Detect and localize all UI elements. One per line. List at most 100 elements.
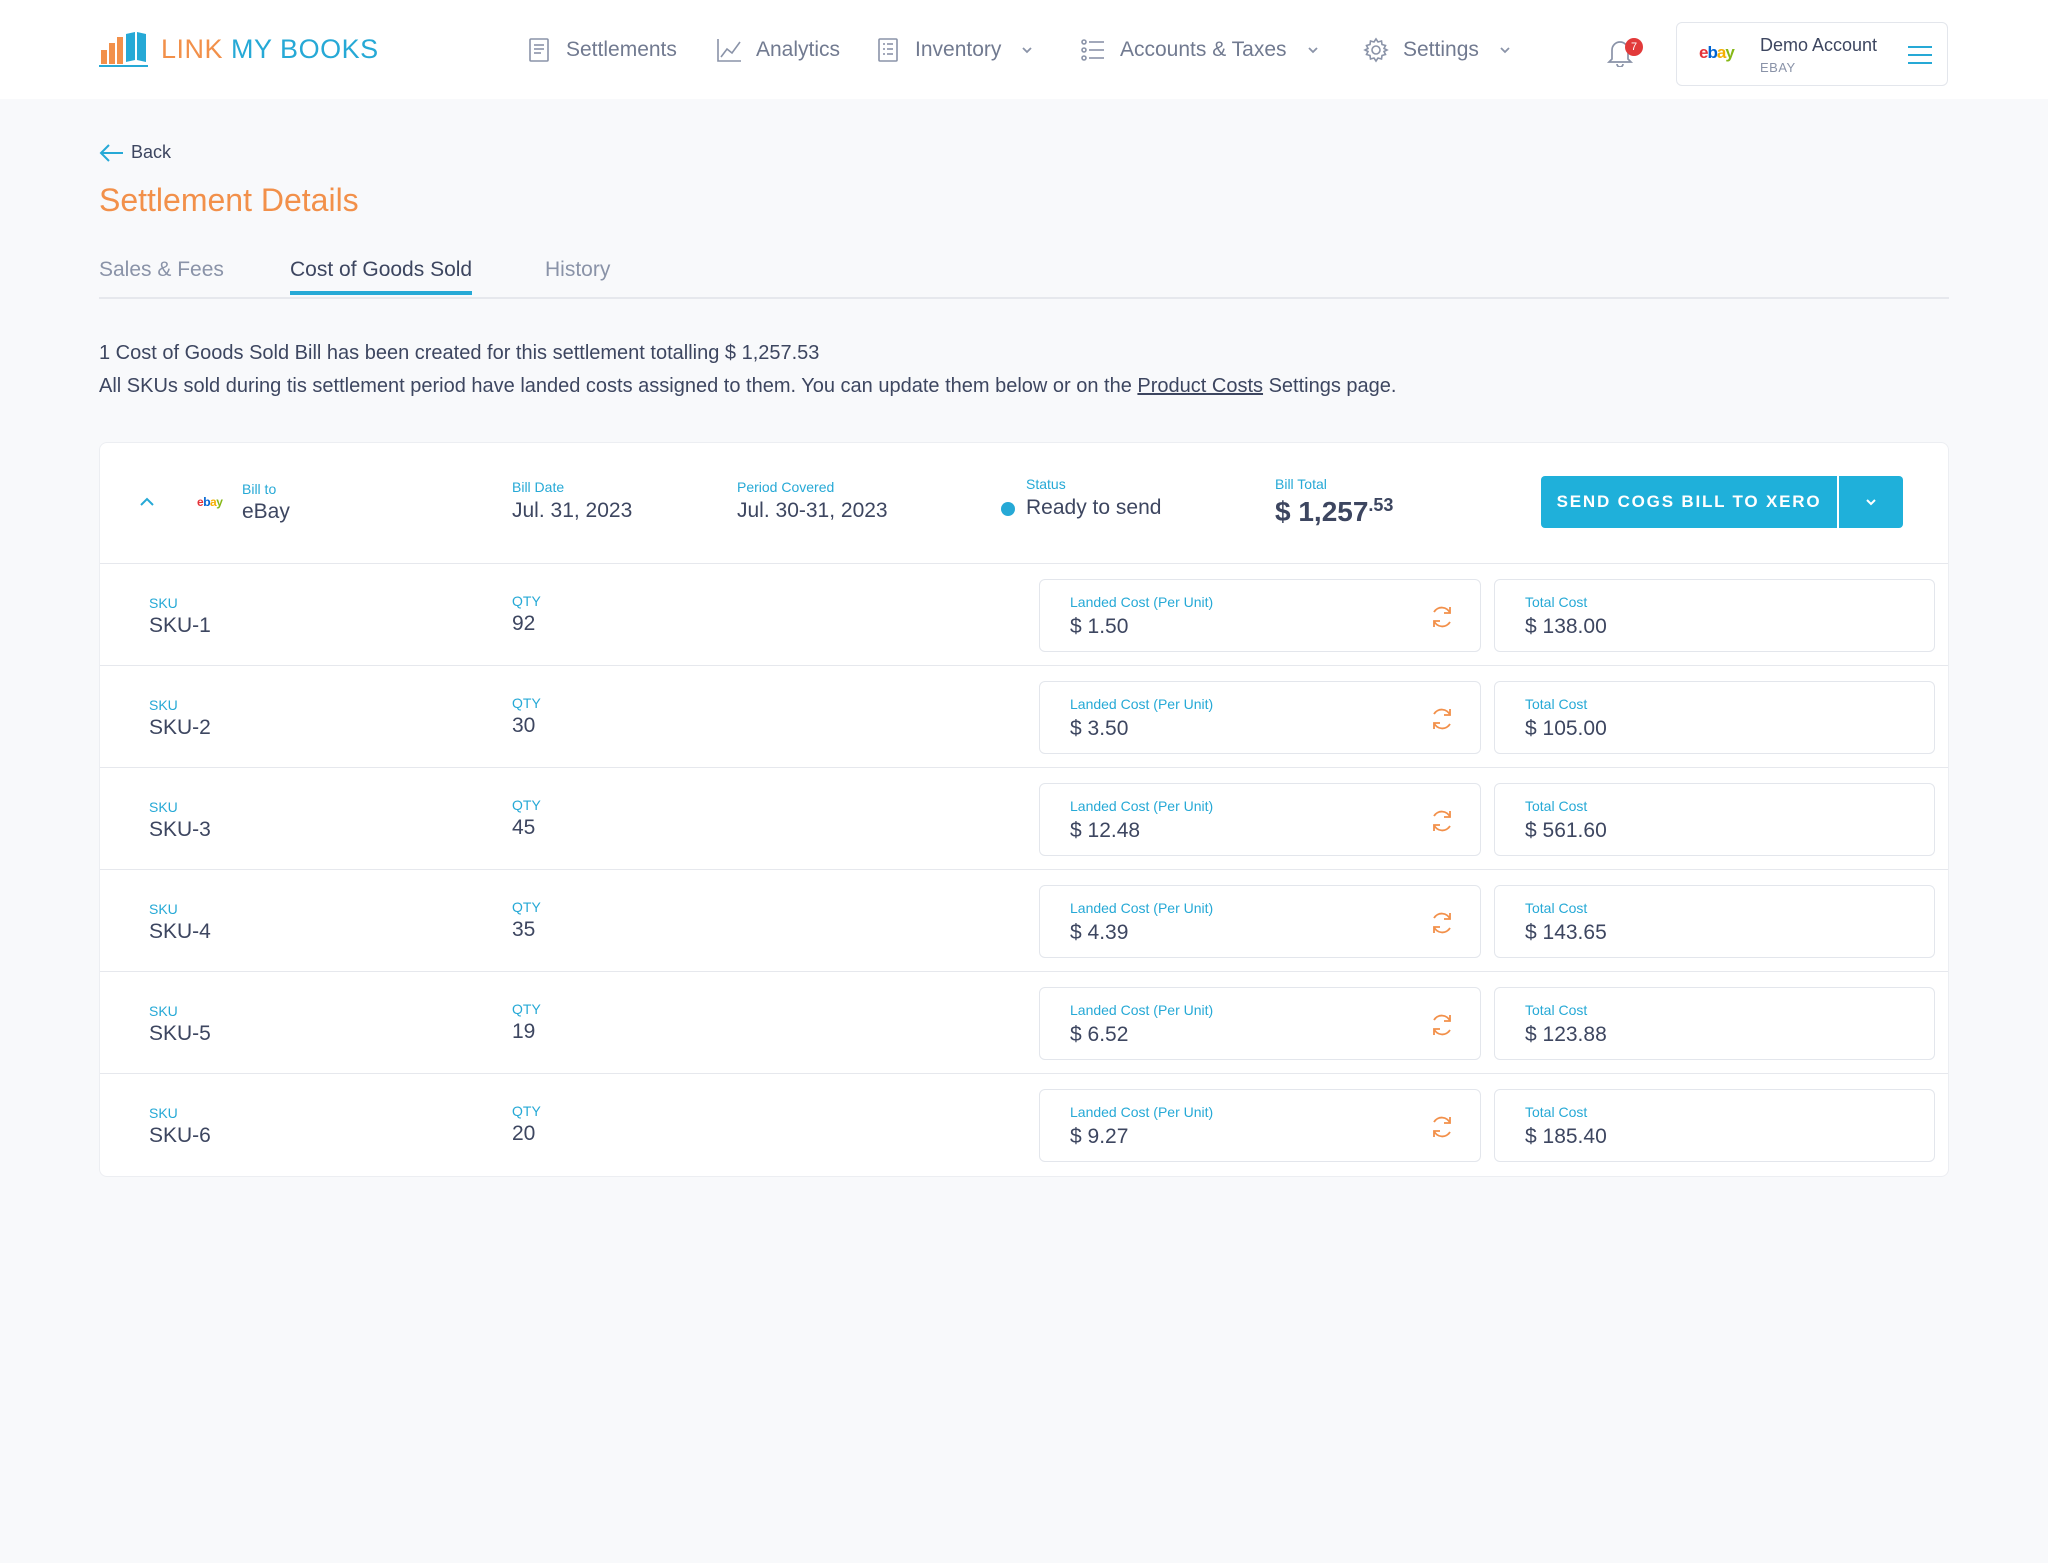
qty-label: QTY <box>512 1103 541 1119</box>
books-logo-icon <box>99 32 148 67</box>
hamburger-icon[interactable] <box>1907 43 1933 67</box>
tab-bar: Sales & Fees Cost of Goods Sold History <box>99 250 1949 299</box>
bell-icon[interactable] <box>1606 37 1634 67</box>
logo-word-mybooks: MY BOOKS <box>231 33 379 64</box>
table-row: SKU SKU-2 QTY 30 Landed Cost (Per Unit) … <box>100 666 1948 768</box>
qty-value: 19 <box>512 1020 536 1043</box>
total-cost-value: $ 105.00 <box>1525 717 1607 740</box>
landed-cost-field[interactable]: Landed Cost (Per Unit) $ 12.48 <box>1039 783 1481 856</box>
landed-cost-label: Landed Cost (Per Unit) <box>1070 1104 1214 1120</box>
total-cost-field: Total Cost $ 143.65 <box>1494 885 1935 958</box>
qty-value: 30 <box>512 714 536 737</box>
table-row: SKU SKU-1 QTY 92 Landed Cost (Per Unit) … <box>100 564 1948 666</box>
landed-cost-field[interactable]: Landed Cost (Per Unit) $ 4.39 <box>1039 885 1481 958</box>
account-platform: EBAY <box>1760 60 1796 75</box>
sku-value: SKU-4 <box>149 920 211 943</box>
landed-cost-field[interactable]: Landed Cost (Per Unit) $ 1.50 <box>1039 579 1481 652</box>
cogs-note-suffix: Settings page. <box>1263 375 1397 397</box>
sku-label: SKU <box>149 799 178 815</box>
refresh-icon[interactable] <box>1429 1012 1455 1038</box>
total-cost-field: Total Cost $ 138.00 <box>1494 579 1935 652</box>
table-row: SKU SKU-5 QTY 19 Landed Cost (Per Unit) … <box>100 972 1948 1074</box>
tab-history[interactable]: History <box>545 258 611 281</box>
sku-value: SKU-6 <box>149 1124 211 1147</box>
page-title: Settlement Details <box>99 182 359 218</box>
logo-wordmark: LINK MY BOOKS <box>161 34 379 65</box>
landed-cost-field[interactable]: Landed Cost (Per Unit) $ 6.52 <box>1039 987 1481 1060</box>
total-cost-label: Total Cost <box>1525 1002 1588 1018</box>
qty-label: QTY <box>512 1001 541 1017</box>
refresh-icon[interactable] <box>1429 910 1455 936</box>
tab-sales-fees[interactable]: Sales & Fees <box>99 258 224 281</box>
table-row: SKU SKU-4 QTY 35 Landed Cost (Per Unit) … <box>100 870 1948 972</box>
landed-cost-label: Landed Cost (Per Unit) <box>1070 1002 1214 1018</box>
back-link[interactable]: Back <box>99 142 171 163</box>
tab-cost-of-goods-sold[interactable]: Cost of Goods Sold <box>290 258 473 295</box>
total-cost-label: Total Cost <box>1525 900 1588 916</box>
total-cost-value: $ 123.88 <box>1525 1023 1607 1046</box>
cogs-landed-cost-note: All SKUs sold during tis settlement peri… <box>99 375 1396 398</box>
qty-label: QTY <box>512 695 541 711</box>
total-cost-value: $ 138.00 <box>1525 615 1607 638</box>
logo-word-link: LINK <box>161 33 224 64</box>
total-cost-label: Total Cost <box>1525 1104 1588 1120</box>
table-row: SKU SKU-6 QTY 20 Landed Cost (Per Unit) … <box>100 1074 1948 1176</box>
list-icon <box>1081 38 1104 61</box>
line-chart-icon <box>717 38 741 62</box>
total-cost-field: Total Cost $ 123.88 <box>1494 987 1935 1060</box>
status-value: Ready to send <box>1026 496 1162 519</box>
landed-cost-field[interactable]: Landed Cost (Per Unit) $ 3.50 <box>1039 681 1481 754</box>
ebay-logo: ebay <box>1699 43 1735 62</box>
bill-to-label: Bill to <box>242 481 277 497</box>
nav-settlements-label: Settlements <box>566 37 677 61</box>
chevron-up-icon[interactable] <box>138 495 156 507</box>
sku-label: SKU <box>149 1105 178 1121</box>
qty-value: 92 <box>512 612 536 635</box>
qty-value: 20 <box>512 1122 536 1145</box>
account-switcher[interactable]: ebay Demo Account EBAY <box>1676 22 1948 86</box>
product-costs-link[interactable]: Product Costs <box>1137 375 1264 397</box>
sku-label: SKU <box>149 595 178 611</box>
nav-accounts-taxes[interactable]: Accounts & Taxes <box>1080 0 1321 99</box>
landed-cost-value: $ 12.48 <box>1070 819 1141 842</box>
landed-cost-field[interactable]: Landed Cost (Per Unit) $ 9.27 <box>1039 1089 1481 1162</box>
sku-value: SKU-3 <box>149 818 211 841</box>
total-cost-field: Total Cost $ 105.00 <box>1494 681 1935 754</box>
qty-value: 45 <box>512 816 536 839</box>
total-cost-label: Total Cost <box>1525 798 1588 814</box>
refresh-icon[interactable] <box>1429 706 1455 732</box>
qty-label: QTY <box>512 593 541 609</box>
landed-cost-value: $ 1.50 <box>1070 615 1129 638</box>
send-options-dropdown-button[interactable] <box>1839 476 1903 528</box>
send-cogs-bill-button[interactable]: SEND COGS BILL TO XERO <box>1541 476 1837 528</box>
landed-cost-label: Landed Cost (Per Unit) <box>1070 900 1214 916</box>
total-cost-value: $ 185.40 <box>1525 1125 1607 1148</box>
account-name: Demo Account <box>1760 35 1878 55</box>
chevron-down-icon <box>1866 499 1876 506</box>
total-cost-field: Total Cost $ 185.40 <box>1494 1089 1935 1162</box>
nav-settlements[interactable]: Settlements <box>526 0 677 99</box>
total-cost-label: Total Cost <box>1525 594 1588 610</box>
bill-total-value: $ 1,257.53 <box>1275 495 1393 528</box>
total-cost-value: $ 143.65 <box>1525 921 1607 944</box>
refresh-icon[interactable] <box>1429 604 1455 630</box>
refresh-icon[interactable] <box>1429 808 1455 834</box>
notification-count-badge: 7 <box>1625 38 1643 56</box>
sku-label: SKU <box>149 901 178 917</box>
bill-to-ebay-logo: ebay <box>197 495 223 509</box>
nav-settings[interactable]: Settings <box>1363 0 1513 99</box>
qty-label: QTY <box>512 899 541 915</box>
nav-settings-label: Settings <box>1403 37 1479 61</box>
bill-total-label: Bill Total <box>1275 476 1327 492</box>
landed-cost-value: $ 3.50 <box>1070 717 1129 740</box>
nav-inventory[interactable]: Inventory <box>875 0 1035 99</box>
refresh-icon[interactable] <box>1429 1114 1455 1140</box>
bill-total-main: $ 1,257 <box>1275 496 1369 527</box>
landed-cost-value: $ 6.52 <box>1070 1023 1129 1046</box>
logo[interactable]: LINK MY BOOKS <box>99 30 379 68</box>
nav-analytics[interactable]: Analytics <box>716 0 840 99</box>
cogs-note-prefix: All SKUs sold during tis settlement peri… <box>99 375 1138 397</box>
landed-cost-value: $ 9.27 <box>1070 1125 1129 1148</box>
document-icon <box>529 37 549 62</box>
cogs-bill-card: ebay Bill to eBay Bill Date Jul. 31, 202… <box>99 442 1949 1177</box>
